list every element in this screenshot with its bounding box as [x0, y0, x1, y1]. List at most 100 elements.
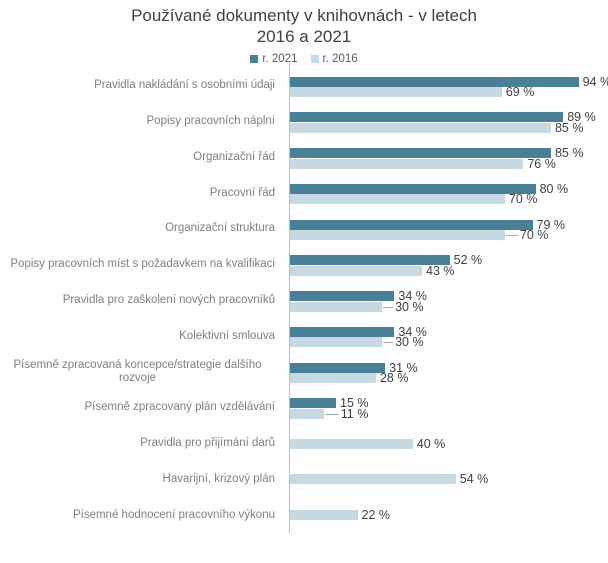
bar-2021 — [290, 255, 450, 266]
value-label-2016: 22 % — [361, 508, 391, 523]
category-label-cell: Pravidla nakládání s osobními údaji — [0, 68, 282, 104]
chart-row: Popisy pracovních náplní 89 % 85 % — [0, 104, 608, 140]
chart-title-line-2: 2016 a 2021 — [256, 27, 352, 46]
bars-cell: 52 % 43 % — [290, 247, 608, 283]
bar-2021 — [290, 326, 395, 337]
chart-row: Písemně zpracovaný plán vzdělávání 15 % 11… — [0, 390, 608, 426]
category-label-cell: Písemné hodnocení pracovního výkonu — [0, 497, 282, 533]
value-label-2021: 31 % — [389, 360, 418, 375]
category-label: Popisy pracovních náplní — [146, 115, 276, 128]
category-label-cell: Pracovní řád — [0, 175, 282, 211]
legend-swatch-2016-icon — [310, 55, 319, 63]
value-label-2016: 40 % — [416, 436, 446, 451]
chart-title: Používané dokumenty v knihovnách - v let… — [0, 0, 608, 47]
category-label: Popisy pracovních míst s požadavkem na k… — [10, 258, 275, 271]
bars-cell: 54 % — [290, 461, 608, 497]
chart-row: Popisy pracovních míst s požadavkem na k… — [0, 247, 608, 283]
category-label-cell: Kolektivní smlouva — [0, 318, 282, 354]
value-label-2016: 30 % — [395, 299, 424, 314]
label-leader-line — [505, 235, 518, 237]
value-label-2016: 43 % — [426, 263, 455, 278]
category-label: Pracovní řád — [209, 186, 275, 199]
bar-2021 — [290, 76, 579, 87]
category-label-cell: Organizační řád — [0, 140, 282, 176]
bar-2016 — [290, 373, 376, 384]
chart-row: Organizační struktura 79 % 70 % — [0, 211, 608, 247]
value-label-2021: 15 % — [340, 396, 369, 411]
chart-row: Organizační řád 85 % 76 % — [0, 140, 608, 176]
value-label-2021: 34 % — [398, 289, 427, 304]
category-label-cell: Pravidla pro přijímání darů — [0, 426, 282, 462]
bar-2021 — [290, 183, 536, 194]
value-label-2016: 30 % — [395, 335, 424, 350]
bar-2021 — [290, 291, 395, 302]
chart-title-line-1: Používané dokumenty v knihovnách - v let… — [131, 6, 477, 25]
category-label-cell: Písemně zpracovaný plán vzdělávání — [0, 390, 282, 426]
category-label: Pravidla nakládání s osobními údaji — [94, 79, 275, 92]
value-label-2021: 79 % — [536, 217, 566, 232]
value-label-2016: 85 % — [554, 120, 584, 135]
bars-cell: 22 % — [290, 497, 608, 533]
chart-legend: r. 2021 r. 2016 — [0, 53, 608, 65]
legend-item-2016: r. 2016 — [310, 53, 358, 65]
bars-cell: 80 % 70 % — [290, 175, 608, 211]
bars-cell: 79 % 70 % — [290, 211, 608, 247]
category-label: Pravidla pro zaškolení nových pracovníků — [62, 293, 275, 306]
value-label-2016: 11 % — [340, 406, 369, 421]
value-label-2021: 89 % — [567, 110, 596, 125]
category-label: Písemně zpracovaný plán vzdělávání — [84, 401, 276, 414]
value-label-2016: 76 % — [527, 156, 556, 171]
value-label-2016: 69 % — [505, 85, 535, 99]
bar-2016 — [290, 194, 505, 205]
bars-cell: 40 % — [290, 426, 608, 462]
category-label-cell: Pravidla pro zaškolení nových pracovníků — [0, 283, 282, 319]
category-label: Pravidla pro přijímání darů — [140, 437, 275, 450]
bar-2016 — [290, 87, 502, 97]
value-label-2021: 52 % — [453, 253, 483, 268]
chart-row: Pravidla pro přijímání darů 40 % — [0, 426, 608, 462]
chart-row: Pracovní řád 80 % 70 % — [0, 175, 608, 211]
category-label: Havarijní, krizový plán — [162, 472, 275, 485]
bar-2021 — [290, 112, 564, 123]
category-label: Organizační struktura — [165, 222, 275, 235]
value-label-2021: 94 % — [582, 74, 608, 89]
chart-row: Písemně zpracovaná koncepce/strategie da… — [0, 354, 608, 390]
legend-label-2016: r. 2016 — [322, 53, 358, 65]
value-label-2016: 70 % — [519, 228, 549, 243]
bars-cell: 89 % 85 % — [290, 104, 608, 140]
bars-cell: 34 % 30 % — [290, 318, 608, 354]
category-label-cell: Popisy pracovních náplní — [0, 104, 282, 140]
category-label-cell: Písemně zpracovaná koncepce/strategie da… — [0, 354, 282, 390]
category-label-cell: Organizační struktura — [0, 211, 282, 247]
category-label: Organizační řád — [193, 150, 275, 163]
bar-2016 — [290, 337, 383, 348]
bar-2016 — [290, 265, 422, 276]
legend-item-2021: r. 2021 — [250, 53, 298, 65]
bar-2016 — [290, 122, 551, 133]
category-label: Kolektivní smlouva — [179, 329, 275, 342]
bars-cell: 85 % 76 % — [290, 140, 608, 176]
value-label-2021: 80 % — [539, 181, 569, 196]
bar-2016 — [290, 301, 383, 312]
category-label: Písemně zpracovaná koncepce/strategie da… — [13, 359, 262, 384]
label-leader-line — [383, 342, 394, 344]
plot-area: Pravidla nakládání s osobními údaji 94 % 6… — [0, 68, 608, 533]
category-label-cell: Havarijní, krizový plán — [0, 461, 282, 497]
chart-row: Pravidla pro zaškolení nových pracovníků… — [0, 283, 608, 319]
bars-cell: 34 % 30 % — [290, 283, 608, 319]
value-label-2021: 34 % — [398, 324, 427, 339]
value-label-2021: 85 % — [554, 146, 584, 161]
category-axis-line — [289, 63, 290, 533]
category-label: Písemné hodnocení pracovního výkonu — [72, 508, 275, 521]
bar-2016 — [290, 438, 413, 449]
chart-row: Kolektivní smlouva 34 % 30 % — [0, 318, 608, 354]
chart-row: Písemné hodnocení pracovního výkonu 22 % — [0, 497, 608, 533]
value-label-2016: 70 % — [508, 192, 538, 207]
bar-2016 — [290, 510, 358, 521]
bar-2016 — [290, 408, 324, 419]
value-label-2016: 28 % — [379, 371, 409, 386]
bar-2021 — [290, 148, 551, 159]
bar-2021 — [290, 398, 337, 409]
legend-label-2021: r. 2021 — [262, 53, 298, 65]
